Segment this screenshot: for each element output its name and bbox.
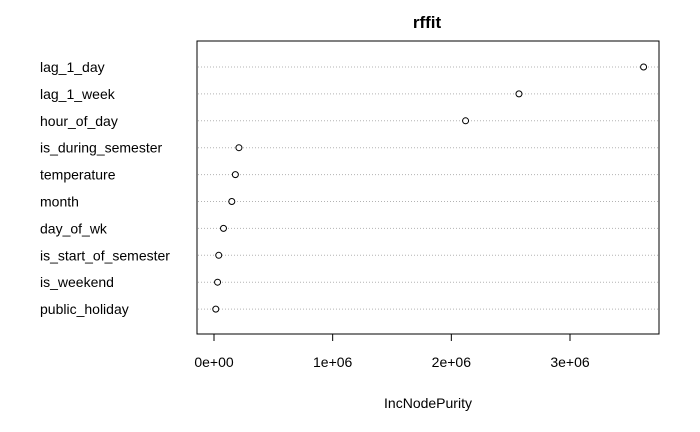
x-tick-label: 2e+06 [432,354,472,370]
data-point [462,117,470,125]
x-axis-title: IncNodePurity [384,395,472,411]
category-label: is_weekend [40,274,114,290]
data-point [228,198,236,205]
category-label: hour_of_day [40,113,118,129]
category-labels: lag_1_day lag_1_week hour_of_day is_during_… [40,59,170,317]
category-label: lag_1_day [40,59,105,75]
x-axis: 0e+00 1e+06 2e+06 3e+06 [194,333,590,370]
x-tick-label: 3e+06 [550,354,590,370]
chart-title: rffit [413,13,442,32]
category-label: day_of_wk [40,220,108,236]
x-tick-label: 1e+06 [313,354,353,370]
data-point [640,63,648,71]
data-point [214,278,222,286]
category-label: lag_1_week [40,86,116,102]
data-point [231,171,239,179]
plot-frame [196,40,660,335]
data-point [235,144,243,152]
category-label: temperature [40,167,116,183]
data-point [219,224,227,232]
data-point [212,305,220,313]
data-point [515,90,523,98]
category-label: public_holiday [40,301,129,317]
category-label: is_during_semester [40,140,163,156]
x-tick-label: 0e+00 [194,354,234,370]
category-label: is_start_of_semester [40,247,170,263]
data-points [212,63,648,313]
data-point [215,251,223,259]
category-label: month [40,194,79,210]
grid-lines [198,66,658,310]
